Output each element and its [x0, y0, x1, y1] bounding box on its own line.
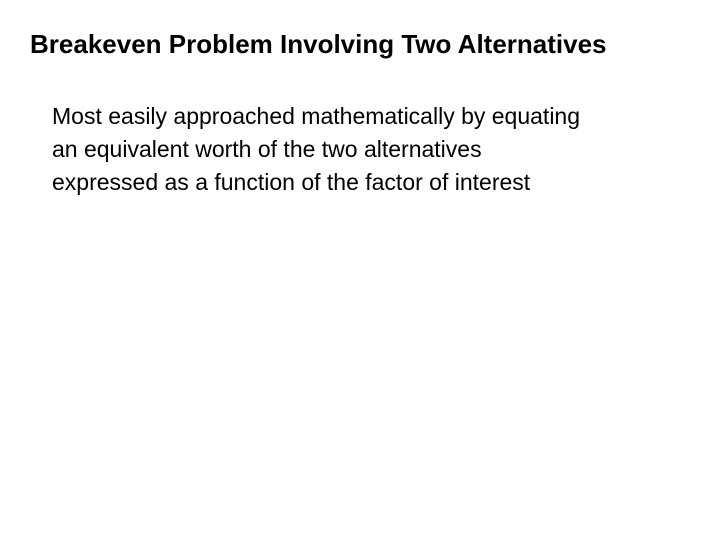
slide-body-text: Most easily approached mathematically by… [30, 100, 590, 200]
slide-container: Breakeven Problem Involving Two Alternat… [0, 0, 720, 540]
slide-title: Breakeven Problem Involving Two Alternat… [30, 28, 690, 62]
